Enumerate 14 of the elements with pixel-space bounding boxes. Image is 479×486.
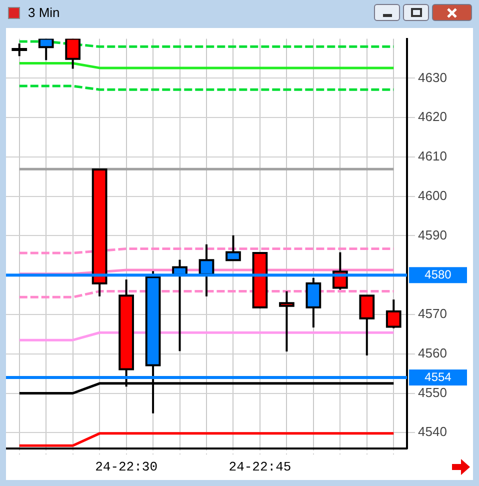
y-tick-label: 4590 <box>418 227 447 242</box>
x-tick-label: 24-22:30 <box>95 460 158 475</box>
y-tick-label: 4540 <box>418 424 447 440</box>
y-tick-label: 4550 <box>418 384 447 400</box>
chart-title: 3 Min <box>28 5 60 20</box>
y-tick-label: 4620 <box>418 109 447 124</box>
y-tick-label: 4560 <box>418 345 447 360</box>
ref-line-label: 4580 <box>424 267 452 282</box>
y-tick-label: 4610 <box>418 148 447 164</box>
y-tick-label: 4570 <box>418 306 447 322</box>
y-tick-label: 4630 <box>418 70 447 85</box>
x-tick-label: 24-22:45 <box>228 460 292 475</box>
y-tick-label: 4600 <box>418 188 447 203</box>
ref-line-label: 4554 <box>424 370 452 384</box>
